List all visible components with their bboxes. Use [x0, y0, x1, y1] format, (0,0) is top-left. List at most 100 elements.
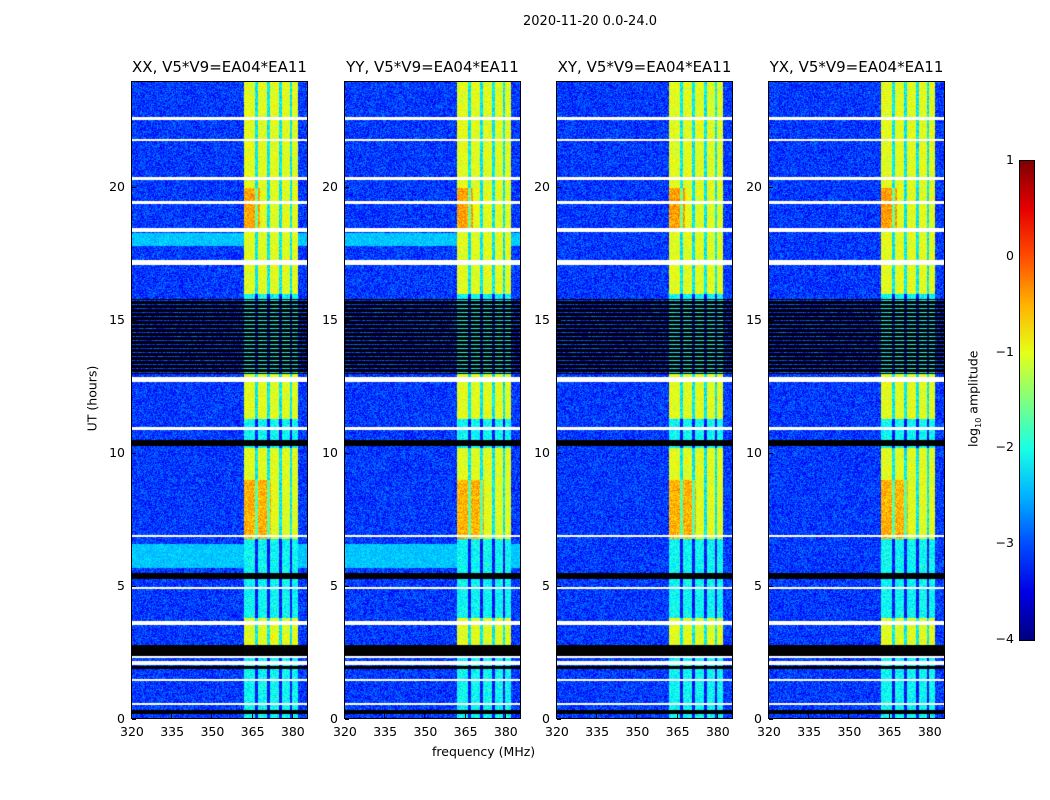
colorbar-tick-label: 0 — [1006, 247, 1014, 263]
x-tick-label: 335 — [160, 724, 185, 739]
y-tick-label: 10 — [534, 445, 550, 461]
x-tick-label: 365 — [665, 724, 690, 739]
y-tick-label: 20 — [534, 179, 550, 195]
y-tick-mark — [769, 453, 773, 455]
colorbar-tick-label: 1 — [1006, 152, 1014, 167]
x-tick-mark — [251, 714, 253, 718]
x-tick-label: 320 — [333, 724, 357, 739]
x-tick-mark — [504, 714, 506, 718]
y-tick-mark — [557, 187, 561, 189]
x-tick-label: 380 — [280, 724, 305, 739]
axes-frame — [344, 81, 521, 719]
x-tick-mark — [888, 714, 890, 718]
y-tick-label: 15 — [322, 312, 338, 328]
x-tick-label: 350 — [413, 724, 438, 739]
colorbar — [1019, 160, 1035, 641]
panel-title: YX, V5*V9=EA04*EA11 — [769, 58, 944, 76]
y-tick-label: 0 — [542, 711, 550, 726]
x-tick-mark — [636, 714, 638, 718]
x-tick-mark — [131, 714, 132, 718]
y-tick-label: 5 — [330, 578, 338, 594]
x-tick-label: 365 — [877, 724, 902, 739]
x-tick-label: 350 — [200, 724, 225, 739]
x-tick-label: 365 — [240, 724, 265, 739]
x-tick-mark — [424, 714, 426, 718]
x-tick-mark — [211, 714, 213, 718]
y-tick-mark — [769, 719, 773, 720]
y-tick-label: 15 — [109, 312, 125, 328]
axes-frame — [556, 81, 733, 719]
y-tick-mark — [769, 586, 773, 588]
y-tick-label: 15 — [534, 312, 550, 328]
figure-title: 2020-11-20 0.0-24.0 — [523, 14, 657, 29]
y-tick-label: 0 — [117, 711, 125, 726]
y-tick-mark — [345, 586, 349, 588]
y-tick-label: 5 — [117, 578, 125, 594]
x-tick-mark — [344, 714, 345, 718]
colorbar-tick-label: −4 — [995, 631, 1014, 646]
panel-title: YY, V5*V9=EA04*EA11 — [346, 58, 519, 76]
y-tick-mark — [132, 187, 136, 189]
x-tick-mark — [928, 714, 930, 718]
panel-title: XX, V5*V9=EA04*EA11 — [132, 58, 307, 76]
y-tick-mark — [345, 719, 349, 720]
x-tick-mark — [596, 714, 598, 718]
y-tick-mark — [557, 320, 561, 322]
x-tick-label: 335 — [373, 724, 398, 739]
y-tick-mark — [132, 453, 136, 455]
panel-title: XY, V5*V9=EA04*EA11 — [557, 58, 732, 76]
x-tick-label: 380 — [705, 724, 730, 739]
axes-frame — [768, 81, 945, 719]
x-tick-mark — [848, 714, 850, 718]
x-tick-mark — [556, 714, 557, 718]
y-tick-label: 20 — [746, 179, 762, 195]
y-tick-mark — [132, 320, 136, 322]
x-tick-mark — [464, 714, 466, 718]
x-tick-label: 320 — [757, 724, 781, 739]
x-tick-label: 350 — [625, 724, 650, 739]
x-axis-label: frequency (MHz) — [432, 744, 536, 759]
y-tick-label: 10 — [109, 445, 125, 461]
x-tick-mark — [171, 714, 173, 718]
x-tick-mark — [384, 714, 386, 718]
x-tick-label: 320 — [545, 724, 569, 739]
x-tick-label: 365 — [453, 724, 478, 739]
y-tick-label: 10 — [322, 445, 338, 461]
waterfall-panel-1: XX, V5*V9=EA04*EA11 320 335 350 365 380 0 5 10 15… — [84, 58, 308, 739]
y-tick-mark — [132, 586, 136, 588]
y-tick-mark — [769, 187, 773, 189]
y-tick-label: 0 — [754, 711, 762, 726]
waterfall-panel-3: XY, V5*V9=EA04*EA11 320 335 350 365 380 0 5 10 15… — [534, 58, 733, 739]
y-tick-mark — [345, 187, 349, 189]
y-tick-label: 5 — [542, 578, 550, 594]
y-tick-mark — [557, 719, 561, 720]
y-tick-mark — [132, 719, 136, 720]
x-tick-mark — [716, 714, 718, 718]
x-tick-label: 380 — [493, 724, 518, 739]
y-tick-mark — [557, 453, 561, 455]
x-tick-label: 350 — [837, 724, 862, 739]
x-tick-label: 320 — [120, 724, 144, 739]
x-tick-label: 335 — [585, 724, 610, 739]
x-tick-label: 380 — [917, 724, 942, 739]
y-axis-label: UT (hours) — [84, 365, 100, 432]
y-tick-mark — [769, 320, 773, 322]
y-tick-label: 5 — [754, 578, 762, 594]
y-tick-label: 15 — [746, 312, 762, 328]
y-tick-label: 0 — [330, 711, 338, 726]
y-tick-label: 20 — [109, 179, 125, 195]
x-tick-mark — [768, 714, 769, 718]
colorbar-tick-label: −2 — [995, 439, 1014, 455]
waterfall-panel-2: YY, V5*V9=EA04*EA11 320 335 350 365 380 0 5 10 15… — [322, 58, 521, 739]
x-tick-mark — [676, 714, 678, 718]
colorbar-label: log10 amplitude — [965, 350, 983, 447]
y-tick-label: 20 — [322, 179, 338, 195]
heatmap-image — [344, 81, 521, 719]
heatmap-image — [768, 81, 945, 719]
x-tick-label: 335 — [797, 724, 822, 739]
waterfall-panel-4: YX, V5*V9=EA04*EA11 320 335 350 365 380 0 5 10 15… — [746, 58, 945, 739]
colorbar-tick-label: −3 — [995, 535, 1014, 551]
colorbar-tick-label: −1 — [995, 343, 1014, 359]
y-tick-mark — [345, 320, 349, 322]
